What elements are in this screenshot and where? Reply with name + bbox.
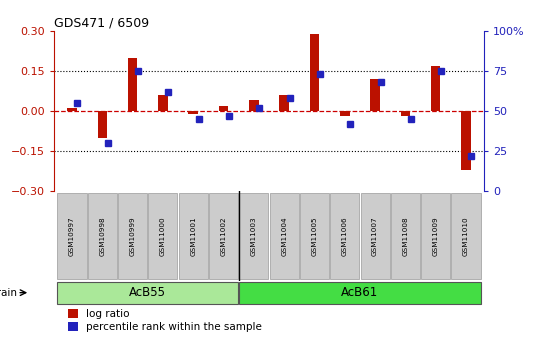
FancyBboxPatch shape [239, 193, 268, 279]
Text: GSM11003: GSM11003 [251, 216, 257, 256]
Bar [67, 108, 77, 111]
Bar [249, 100, 259, 111]
Bar [461, 111, 471, 169]
Text: GSM11009: GSM11009 [433, 216, 438, 256]
Text: GSM11010: GSM11010 [463, 216, 469, 256]
Text: GSM10999: GSM10999 [130, 216, 136, 256]
FancyBboxPatch shape [58, 282, 238, 304]
Bar [158, 95, 168, 111]
Text: AcB61: AcB61 [341, 286, 379, 299]
FancyBboxPatch shape [300, 193, 329, 279]
Bar [219, 106, 228, 111]
Text: GDS471 / 6509: GDS471 / 6509 [54, 17, 149, 30]
Bar [128, 58, 137, 111]
FancyBboxPatch shape [330, 193, 359, 279]
Bar [279, 95, 289, 111]
Bar [431, 66, 441, 111]
Text: GSM11006: GSM11006 [342, 216, 348, 256]
FancyBboxPatch shape [179, 193, 208, 279]
FancyBboxPatch shape [239, 282, 480, 304]
Bar [370, 79, 380, 111]
FancyBboxPatch shape [421, 193, 450, 279]
FancyBboxPatch shape [88, 193, 117, 279]
Text: AcB55: AcB55 [129, 286, 166, 299]
FancyBboxPatch shape [360, 193, 390, 279]
FancyBboxPatch shape [391, 193, 420, 279]
Text: GSM11004: GSM11004 [281, 216, 287, 256]
Text: strain: strain [0, 288, 17, 298]
Bar [97, 111, 107, 138]
Text: GSM11001: GSM11001 [190, 216, 196, 256]
Text: GSM11000: GSM11000 [160, 216, 166, 256]
FancyBboxPatch shape [270, 193, 299, 279]
FancyBboxPatch shape [58, 193, 87, 279]
Bar [340, 111, 350, 116]
FancyBboxPatch shape [451, 193, 480, 279]
Text: GSM11008: GSM11008 [402, 216, 408, 256]
Text: GSM11002: GSM11002 [221, 216, 226, 256]
Text: GSM11005: GSM11005 [312, 216, 317, 256]
Bar [310, 34, 319, 111]
FancyBboxPatch shape [148, 193, 178, 279]
Legend: log ratio, percentile rank within the sample: log ratio, percentile rank within the sa… [68, 309, 262, 332]
Text: GSM10998: GSM10998 [100, 216, 105, 256]
Bar [188, 111, 198, 114]
Text: GSM11007: GSM11007 [372, 216, 378, 256]
FancyBboxPatch shape [118, 193, 147, 279]
Bar [401, 111, 410, 116]
FancyBboxPatch shape [209, 193, 238, 279]
Text: GSM10997: GSM10997 [69, 216, 75, 256]
